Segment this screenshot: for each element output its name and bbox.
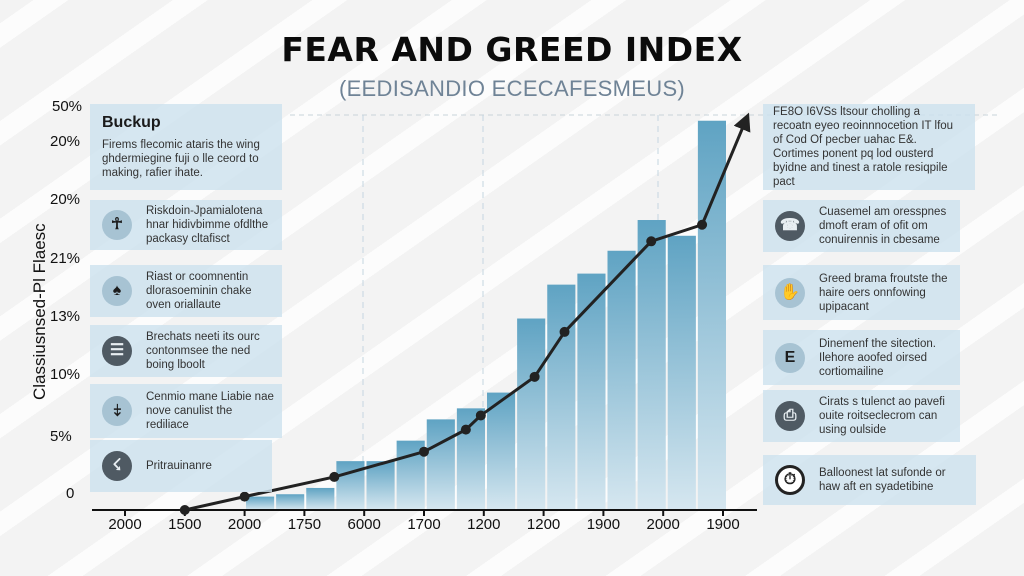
bar — [637, 220, 666, 511]
spade-icon: ♠ — [102, 276, 132, 306]
hook-icon: ⤈ — [102, 396, 132, 426]
trend-point — [529, 371, 540, 382]
y-tick-label: 20% — [50, 191, 81, 208]
y-axis-title: Classiusnsed-Pl Flaesc — [30, 223, 49, 400]
letter-e-icon: E — [775, 342, 805, 373]
bar — [276, 494, 305, 510]
trend-point — [179, 505, 190, 515]
left-item-card: ☰ Brechats neeti its ourc contonmsee the … — [90, 325, 282, 377]
x-tick-label: 2000 — [108, 516, 142, 533]
left-item-text: Riast or coomnentin dlorasoeminin chake … — [146, 271, 252, 311]
chart-title: FEAR AND GREED INDEX — [281, 30, 743, 69]
left-item-card: ☥ Riskdoin-Jpamialotena hnar hidivbimme o… — [90, 200, 282, 250]
left-intro-card: Buckup Firems flecomic ataris the wing g… — [90, 104, 282, 190]
right-intro-text: FE8O I6VSs ltsour cholling a recoatn eye… — [773, 106, 954, 188]
y-tick-label: 50% — [52, 98, 83, 115]
bar — [607, 250, 636, 511]
y-tick-label: 13% — [50, 308, 81, 325]
bar — [487, 392, 516, 510]
bar — [366, 461, 395, 510]
left-intro-text: Firems flecomic ataris the wing ghdermie… — [102, 139, 260, 179]
y-tick-label: 20% — [50, 133, 81, 150]
x-tick-label: 1900 — [586, 516, 621, 533]
bar — [667, 235, 696, 510]
y-tick-label: 21% — [50, 250, 81, 267]
bar — [246, 496, 275, 510]
x-tick-label: 2000 — [646, 516, 680, 533]
right-item-text: Greed brama froutste the haire oers onnf… — [819, 272, 948, 313]
left-intro-heading: Buckup — [102, 114, 161, 131]
bar — [547, 284, 576, 510]
right-intro-card: FE8O I6VSs ltsour cholling a recoatn eye… — [763, 104, 975, 190]
trend-point — [697, 219, 708, 230]
trend-point — [559, 326, 570, 337]
x-tick-label: 1200 — [526, 516, 561, 533]
trend-point — [460, 424, 471, 435]
right-item-text: Cirats s tulenct ao pavefi ouite roitsec… — [819, 396, 945, 436]
bar — [426, 419, 455, 510]
wheelchair-icon: ☥ — [102, 210, 132, 240]
runner-icon: ☇ — [102, 451, 132, 481]
hand-icon: ✋ — [775, 277, 805, 308]
bar — [517, 318, 546, 510]
left-item-text: Riskdoin-Jpamialotena hnar hidivbimme of… — [146, 205, 269, 245]
bar — [577, 273, 606, 510]
left-item-card: ☇ Pritrauinanre — [90, 440, 272, 492]
right-item-card: ✋ Greed brama froutste the haire oers onn… — [763, 265, 960, 320]
right-item-text: Balloonest lat sufonde or haw aft en sya… — [819, 467, 946, 493]
x-tick-label: 2000 — [227, 516, 262, 533]
y-tick-label: 10% — [50, 366, 81, 383]
menu-icon: ☰ — [102, 336, 132, 366]
trend-point — [475, 410, 486, 421]
x-tick-label: 1200 — [467, 516, 501, 533]
right-item-card: E Dinemenf the sitection. Ilehore aoofed … — [763, 330, 960, 385]
left-item-text: Brechats neeti its ourc contonmsee the n… — [146, 331, 260, 371]
right-item-card: ☎ Cuasemel am oresspnes dmoft eram of ofi… — [763, 200, 960, 252]
left-item-card: ♠ Riast or coomnentin dlorasoeminin chake… — [90, 265, 282, 317]
trend-point — [329, 471, 340, 482]
y-tick-label: 0 — [66, 485, 75, 502]
x-tick-label: 6000 — [347, 516, 381, 533]
right-item-card: ⏱ Balloonest lat sufonde or haw aft en sy… — [763, 455, 976, 505]
left-item-text: Pritrauinanre — [146, 460, 212, 472]
bar — [697, 120, 726, 510]
left-item-text: Cenmio mane Liabie nae nove canulist the… — [146, 391, 274, 431]
clock-icon: ⏱ — [775, 465, 805, 495]
right-item-card: ⎙ Cirats s tulenct ao pavefi ouite roitse… — [763, 390, 960, 442]
x-tick-label: 1900 — [706, 516, 740, 533]
bar — [306, 487, 335, 510]
left-item-card: ⤈ Cenmio mane Liabie nae nove canulist th… — [90, 384, 282, 438]
chart-subtitle: (EEDISANDIO ECECAFESMEUS) — [338, 76, 686, 101]
y-tick-label: 5% — [50, 428, 72, 445]
x-tick-label: 1500 — [168, 516, 202, 533]
document-icon: ⎙ — [775, 401, 805, 431]
phone-icon: ☎ — [775, 211, 805, 241]
trend-point — [239, 491, 250, 502]
x-tick-label: 1700 — [407, 516, 441, 533]
trend-point — [419, 446, 429, 457]
right-item-text: Cuasemel am oresspnes dmoft eram of ofit… — [819, 206, 947, 246]
right-item-text: Dinemenf the sitection. Ilehore aoofed o… — [819, 337, 936, 378]
x-tick-label: 1750 — [287, 516, 322, 533]
trend-point — [646, 236, 657, 247]
